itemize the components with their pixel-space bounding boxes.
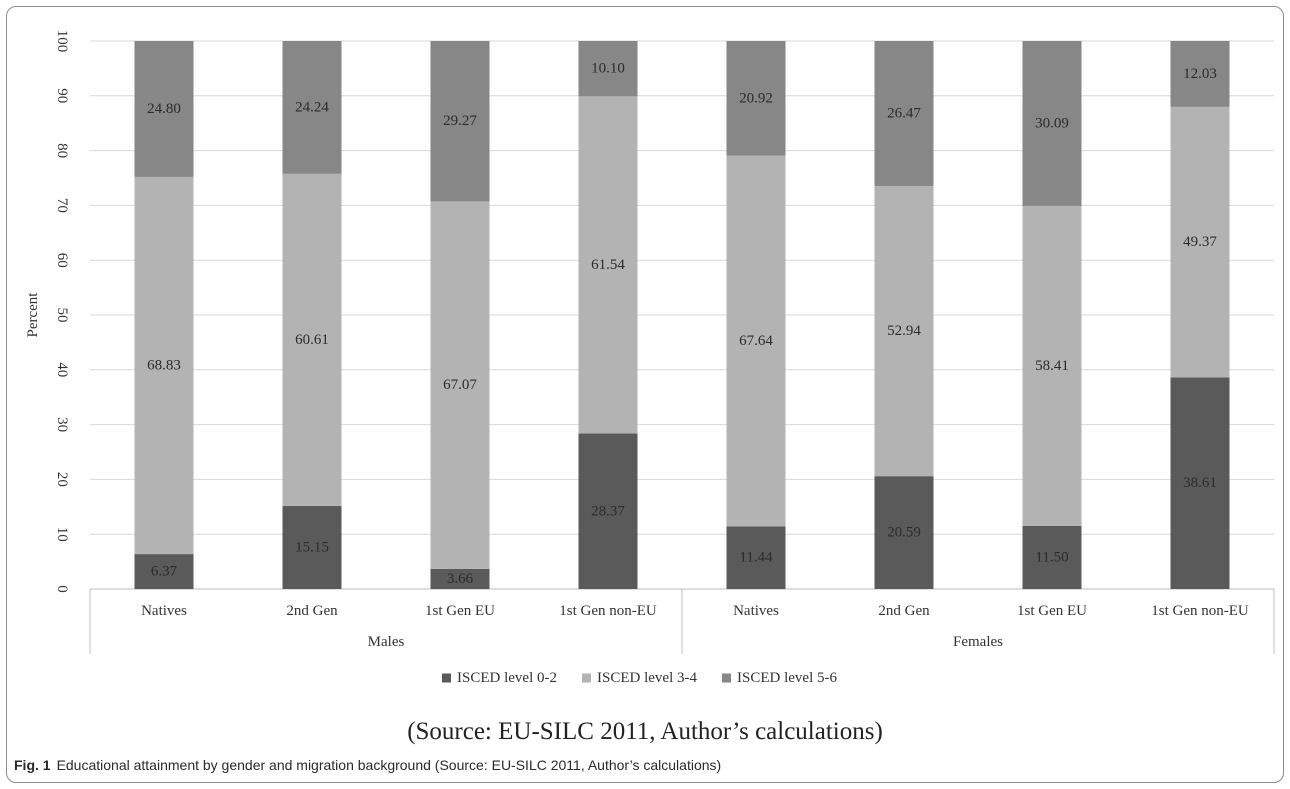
bar-segment bbox=[430, 41, 490, 202]
data-label: 61.54 bbox=[591, 257, 625, 273]
bar-segment bbox=[134, 554, 194, 589]
bar-segment bbox=[430, 568, 490, 589]
legend-swatch bbox=[722, 673, 731, 683]
bar-segment bbox=[578, 433, 638, 589]
y-tick-label: 0 bbox=[54, 585, 70, 593]
x-category-label: Natives bbox=[141, 603, 187, 619]
bar-segment bbox=[578, 96, 638, 434]
legend-swatch bbox=[582, 673, 591, 683]
y-tick-label: 60 bbox=[54, 253, 70, 268]
data-label: 68.83 bbox=[147, 357, 181, 373]
y-tick-label: 40 bbox=[54, 362, 70, 377]
data-label: 10.10 bbox=[591, 61, 625, 77]
data-label: 30.09 bbox=[1035, 115, 1069, 131]
bar-segment bbox=[1170, 106, 1230, 378]
figure-frame bbox=[6, 6, 1284, 783]
data-label: 38.61 bbox=[1183, 475, 1217, 491]
x-group-label: Males bbox=[368, 634, 405, 650]
data-label: 20.92 bbox=[739, 90, 773, 106]
bar-segment bbox=[282, 41, 342, 174]
y-tick-label: 70 bbox=[54, 198, 70, 213]
bar-segment bbox=[1022, 525, 1082, 589]
data-label: 58.41 bbox=[1035, 358, 1069, 374]
bar-segment bbox=[1022, 205, 1082, 526]
bar-segment bbox=[874, 186, 934, 477]
data-label: 20.59 bbox=[887, 525, 921, 541]
bar-segment bbox=[134, 41, 194, 177]
x-category-label: 1st Gen EU bbox=[1017, 603, 1087, 619]
bar-segment bbox=[726, 41, 786, 156]
bar-segment bbox=[1170, 377, 1230, 589]
data-label: 52.94 bbox=[887, 323, 921, 339]
y-tick-label: 10 bbox=[54, 527, 70, 542]
x-category-label: Natives bbox=[733, 603, 779, 619]
stacked-bar-chart: 0 10 20 30 40 50 60 70 80 90 100 Percent 6.37 68.83 24… bbox=[25, 30, 1275, 686]
data-label: 29.27 bbox=[443, 113, 477, 129]
bar-segment bbox=[282, 505, 342, 589]
data-label: 6.37 bbox=[151, 564, 178, 580]
bar-segment bbox=[134, 176, 194, 555]
legend-label: ISCED level 3-4 bbox=[597, 670, 697, 686]
y-tick-label: 50 bbox=[54, 308, 70, 323]
data-label: 60.61 bbox=[295, 332, 329, 348]
caption-text: Educational attainment by gender and mig… bbox=[56, 757, 722, 773]
y-tick-label: 30 bbox=[54, 417, 70, 432]
x-category-label: 1st Gen EU bbox=[425, 603, 495, 619]
bar-segment bbox=[726, 155, 786, 527]
x-group-label: Females bbox=[953, 634, 1003, 650]
data-label: 26.47 bbox=[887, 106, 921, 122]
data-label: 24.24 bbox=[295, 99, 329, 115]
bar-segment bbox=[578, 40, 638, 97]
bar-segment bbox=[430, 201, 490, 569]
bar-segment bbox=[874, 476, 934, 589]
data-label: 49.37 bbox=[1183, 234, 1217, 250]
bar-segment bbox=[874, 41, 934, 187]
x-category-label: 2nd Gen bbox=[286, 603, 338, 619]
bar-segment bbox=[1022, 41, 1082, 206]
x-category-label: 1st Gen non-EU bbox=[559, 603, 657, 619]
x-category-label: 1st Gen non-EU bbox=[1151, 603, 1249, 619]
figure-caption: Fig. 1 Educational attainment by gender a… bbox=[14, 757, 721, 773]
data-label: 3.66 bbox=[447, 571, 474, 587]
legend-label: ISCED level 0-2 bbox=[457, 670, 557, 686]
y-axis-label: Percent bbox=[25, 292, 41, 338]
data-label: 12.03 bbox=[1183, 66, 1217, 82]
data-label: 11.44 bbox=[739, 550, 773, 566]
data-label: 67.07 bbox=[443, 377, 477, 393]
data-label: 24.80 bbox=[147, 101, 181, 117]
figure-label: Fig. 1 bbox=[14, 757, 51, 773]
y-tick-label: 100 bbox=[54, 30, 70, 53]
bar-segment bbox=[282, 173, 342, 506]
y-tick-label: 80 bbox=[54, 143, 70, 158]
data-label: 67.64 bbox=[739, 333, 773, 349]
y-tick-label: 90 bbox=[54, 88, 70, 103]
legend-swatch bbox=[442, 673, 451, 683]
data-label: 15.15 bbox=[295, 539, 329, 555]
data-label: 11.50 bbox=[1035, 549, 1068, 565]
source-note: (Source: EU-SILC 2011, Author’s calculat… bbox=[407, 718, 883, 745]
bar-segment bbox=[1170, 40, 1230, 107]
x-category-label: 2nd Gen bbox=[878, 603, 930, 619]
y-tick-label: 20 bbox=[54, 472, 70, 487]
legend-label: ISCED level 5-6 bbox=[737, 670, 837, 686]
bar-segment bbox=[726, 526, 786, 589]
data-label: 28.37 bbox=[591, 503, 625, 519]
